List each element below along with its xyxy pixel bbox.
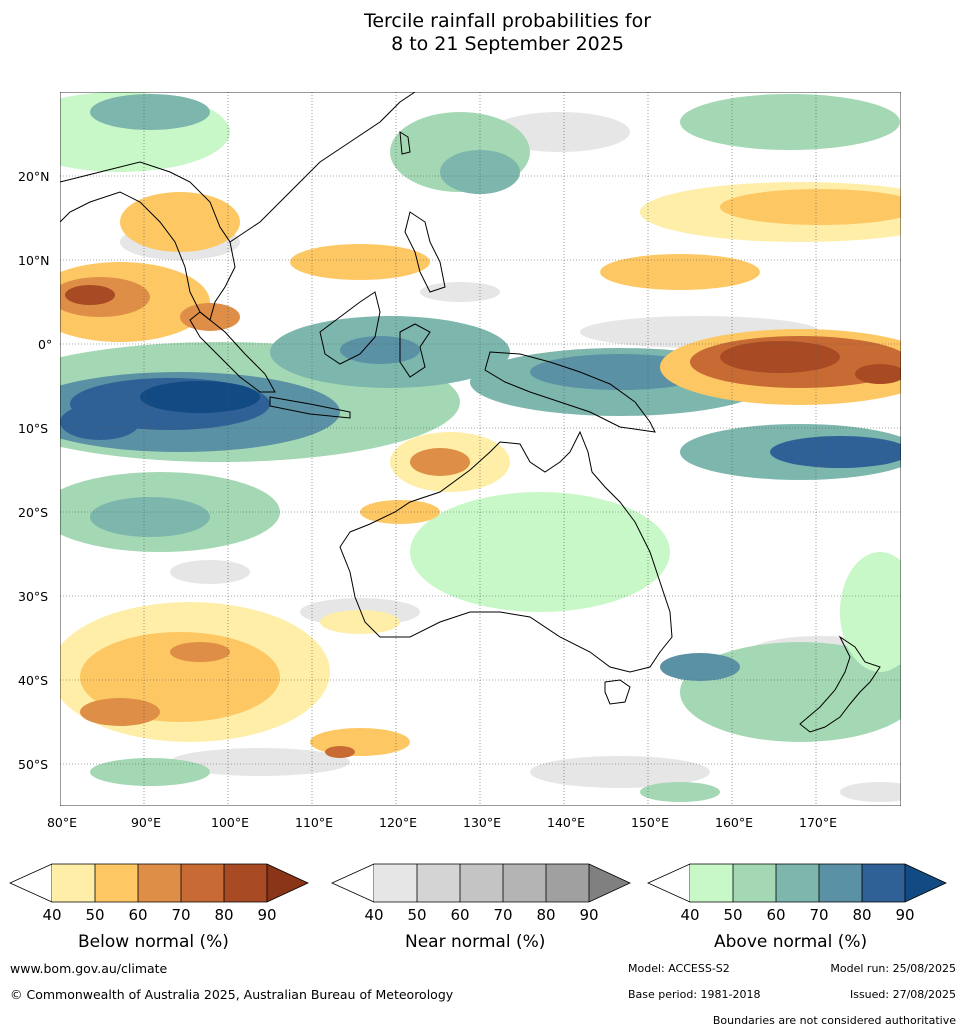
issued-date: Issued: 27/08/2025 <box>849 988 956 1001</box>
above-normal-high-arrow <box>905 864 946 902</box>
near-normal-high-arrow <box>589 864 630 902</box>
lat-tick-20n: 20°N <box>18 169 50 184</box>
base-period: Base period: 1981-2018 <box>628 988 761 1001</box>
swatch-near-80 <box>546 864 589 902</box>
swatch-below-70 <box>181 864 224 902</box>
near-normal-low-arrow <box>331 863 375 903</box>
lon-tick-90e: 90°E <box>130 815 162 830</box>
above-normal-colorbar <box>647 863 947 903</box>
below-tick-80: 80 <box>214 906 234 924</box>
lat-tick-equator: 0° <box>38 337 53 352</box>
graticule <box>60 92 901 806</box>
lat-tick-20s: 20°S <box>18 505 49 520</box>
above-tick-70: 70 <box>809 906 829 924</box>
below-tick-60: 60 <box>128 906 148 924</box>
below-tick-70: 70 <box>171 906 191 924</box>
lon-tick-110e: 110°E <box>294 815 334 830</box>
above-normal-legend-title: Above normal (%) <box>714 932 868 952</box>
near-tick-80: 80 <box>536 906 556 924</box>
lat-tick-50s: 50°S <box>18 757 49 772</box>
below-normal-low-arrow <box>9 863 53 903</box>
swatch-above-80 <box>862 864 905 902</box>
below-normal-colorbar <box>9 863 309 903</box>
lat-tick-10s: 10°S <box>18 421 49 436</box>
lon-tick-80e: 80°E <box>46 815 78 830</box>
swatch-below-40 <box>52 864 95 902</box>
copyright-text: © Commonwealth of Australia 2025, Austra… <box>10 987 454 1002</box>
below-tick-50: 50 <box>85 906 105 924</box>
lon-tick-100e: 100°E <box>210 815 250 830</box>
swatch-near-70 <box>503 864 546 902</box>
rainfall-probability-map <box>0 91 960 807</box>
below-tick-90: 90 <box>257 906 277 924</box>
above-tick-40: 40 <box>680 906 700 924</box>
above-normal-swatches <box>690 864 905 902</box>
swatch-above-40 <box>690 864 733 902</box>
below-normal-high-arrow <box>267 864 308 902</box>
swatch-below-60 <box>138 864 181 902</box>
title-line-1: Tercile rainfall probabilities for <box>363 10 652 32</box>
swatch-below-50 <box>95 864 138 902</box>
near-tick-40: 40 <box>364 906 384 924</box>
above-tick-80: 80 <box>852 906 872 924</box>
title-line-2: 8 to 21 September 2025 <box>391 33 624 55</box>
near-normal-swatches <box>374 864 589 902</box>
swatch-below-80 <box>224 864 267 902</box>
near-tick-90: 90 <box>579 906 599 924</box>
lon-tick-160e: 160°E <box>714 815 754 830</box>
above-normal-low-arrow <box>647 863 691 903</box>
lon-tick-140e: 140°E <box>546 815 586 830</box>
below-tick-40: 40 <box>42 906 62 924</box>
near-normal-colorbar <box>331 863 631 903</box>
map-canvas <box>0 91 960 807</box>
bom-url-link[interactable]: www.bom.gov.au/climate <box>10 961 168 976</box>
model-run-date: Model run: 25/08/2025 <box>830 962 956 975</box>
model-name: Model: ACCESS-S2 <box>628 962 730 975</box>
near-tick-50: 50 <box>407 906 427 924</box>
above-tick-90: 90 <box>895 906 915 924</box>
swatch-near-50 <box>417 864 460 902</box>
lon-tick-120e: 120°E <box>378 815 418 830</box>
above-tick-60: 60 <box>766 906 786 924</box>
near-normal-legend-title: Near normal (%) <box>405 932 546 952</box>
swatch-above-70 <box>819 864 862 902</box>
below-normal-swatches <box>52 864 267 902</box>
lon-tick-150e: 150°E <box>630 815 670 830</box>
lon-tick-170e: 170°E <box>798 815 838 830</box>
near-tick-60: 60 <box>450 906 470 924</box>
lat-tick-40s: 40°S <box>18 673 49 688</box>
swatch-above-50 <box>733 864 776 902</box>
boundaries-disclaimer: Boundaries are not considered authoritat… <box>712 1014 956 1027</box>
below-normal-legend-title: Below normal (%) <box>78 932 229 952</box>
coastlines <box>59 91 881 733</box>
below-normal-regions <box>30 182 960 758</box>
swatch-near-40 <box>374 864 417 902</box>
swatch-above-60 <box>776 864 819 902</box>
lon-tick-130e: 130°E <box>462 815 502 830</box>
lat-tick-10n: 10°N <box>18 253 50 268</box>
above-tick-50: 50 <box>723 906 743 924</box>
map-title: Tercile rainfall probabilities for 8 to … <box>0 10 965 56</box>
swatch-near-60 <box>460 864 503 902</box>
lat-tick-30s: 30°S <box>18 589 49 604</box>
near-tick-70: 70 <box>493 906 513 924</box>
